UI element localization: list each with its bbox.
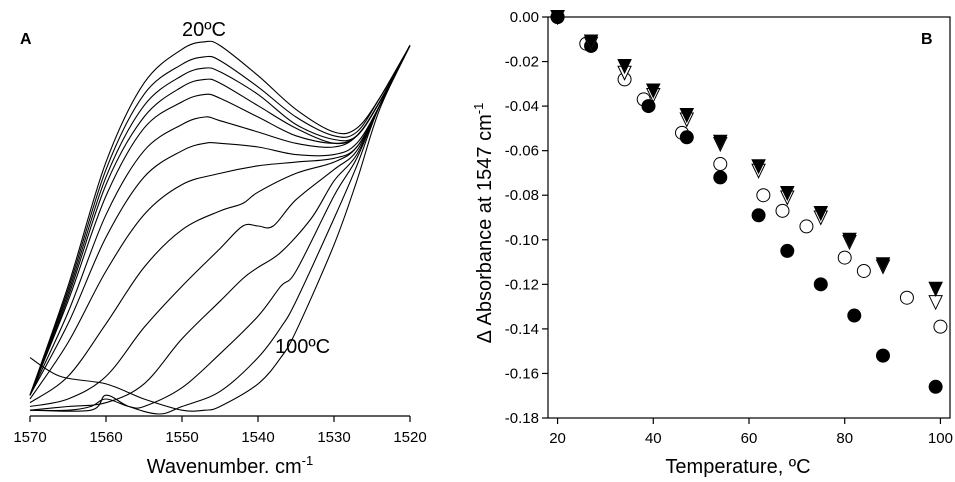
panel-b-x-ticks: 20 40 60 80 100: [549, 418, 953, 447]
spectrum-curve: [29, 45, 411, 396]
panel-b-x-tick-label: 60: [741, 430, 758, 447]
panel-b-y-tick-label: -0.12: [505, 276, 539, 293]
panel-b-y-tick-label: 0.00: [510, 9, 539, 26]
panel-b-points: [550, 10, 948, 394]
spectrum-curve: [29, 45, 411, 396]
annotation-20c: 20ºC: [182, 19, 226, 41]
panel-a: A 1570 1560 1550 1540 1530 1520 20ºC 100ºC Wa…: [13, 19, 426, 478]
spectrum-curve: [29, 40, 411, 396]
panel-b-y-tick-label: -0.10: [505, 232, 539, 249]
panel-b-y-tick-label: -0.18: [505, 410, 539, 427]
filled-circle-point: [751, 208, 766, 223]
panel-a-x-tick-label: 1570: [13, 429, 46, 446]
filled-triangle-down-point: [813, 206, 829, 222]
filled-triangle-down-point: [583, 34, 599, 50]
panel-b-y-axis-title: Δ Absorbance at 1547 cm-1: [471, 103, 496, 344]
filled-triangle-down-point: [842, 232, 857, 248]
spectrum-curve: [29, 45, 411, 412]
panel-a-x-tick-label: 1560: [89, 429, 122, 446]
filled-circle-point: [780, 243, 795, 258]
filled-circle-point: [928, 379, 943, 394]
filled-triangle-down-point: [751, 159, 766, 175]
open-circle-point: [713, 157, 728, 172]
panel-b-x-axis-title: Temperature, ºC: [665, 456, 810, 478]
filled-circle-point: [641, 99, 656, 114]
panel-a-x-axis-title: Wavenumber. cm-1: [147, 453, 313, 478]
panel-b-y-tick-label: -0.16: [505, 365, 539, 382]
panel-a-x-ticks: 1570 1560 1550 1540 1530 1520: [13, 416, 427, 446]
filled-triangle-down-point: [779, 185, 795, 202]
panel-b-frame: [547, 16, 951, 419]
spectrum-curve: [29, 45, 411, 411]
filled-triangle-down-point: [645, 83, 661, 99]
panel-b-y-tick-label: -0.02: [505, 54, 539, 71]
annotation-100c: 100ºC: [275, 336, 330, 358]
spectrum-curve: [29, 45, 411, 396]
panel-a-label: A: [20, 31, 32, 48]
panel-b: B 0.00 -0.02 -0.04 -0.06 -0.08 -0.10 -0.12 -0.1…: [471, 9, 953, 478]
panel-a-x-tick-label: 1550: [165, 429, 198, 446]
open-circle-point: [756, 188, 771, 203]
filled-circle-point: [876, 348, 890, 363]
open-triangle-down-point: [928, 295, 943, 311]
filled-triangle-down-point: [928, 281, 943, 297]
spectrum-curve: [29, 45, 411, 408]
panel-b-label: B: [921, 31, 933, 48]
filled-circle-point: [813, 277, 828, 292]
filled-triangle-down-point: [875, 257, 891, 273]
panel-b-x-tick-label: 80: [836, 430, 853, 447]
filled-triangle-down-point: [679, 108, 695, 124]
panel-a-x-tick-label: 1520: [393, 429, 426, 446]
filled-triangle-down-point: [712, 134, 728, 150]
panel-b-y-ticks: 0.00 -0.02 -0.04 -0.06 -0.08 -0.10 -0.12 -0.14 -…: [505, 9, 548, 427]
open-circle-point: [837, 250, 852, 265]
panel-b-x-tick-label: 40: [645, 430, 662, 447]
spectrum-curve: [29, 45, 411, 412]
spectrum-curve: [29, 45, 411, 404]
panel-b-y-tick-label: -0.08: [505, 187, 539, 204]
open-circle-point: [799, 219, 814, 234]
open-circle-point: [933, 319, 948, 334]
open-circle-point: [899, 290, 914, 305]
filled-circle-point: [847, 308, 862, 323]
panel-b-y-tick-label: -0.06: [505, 143, 539, 160]
panel-b-x-tick-label: 20: [549, 430, 566, 447]
filled-triangle-down-point: [617, 59, 632, 75]
open-circle-point: [775, 203, 790, 218]
spectrum-curve: [29, 45, 411, 415]
open-circle-point: [856, 263, 871, 278]
filled-circle-point: [679, 130, 694, 145]
filled-triangle-down-point: [550, 10, 565, 26]
panel-a-x-tick-label: 1540: [241, 429, 274, 446]
panel-b-y-tick-label: -0.14: [505, 321, 539, 338]
panel-b-y-tick-label: -0.04: [505, 98, 539, 115]
filled-circle-point: [713, 170, 728, 185]
panel-a-x-tick-label: 1530: [317, 429, 350, 446]
panel-a-curves: [29, 40, 411, 415]
panel-b-x-tick-label: 100: [928, 430, 953, 447]
